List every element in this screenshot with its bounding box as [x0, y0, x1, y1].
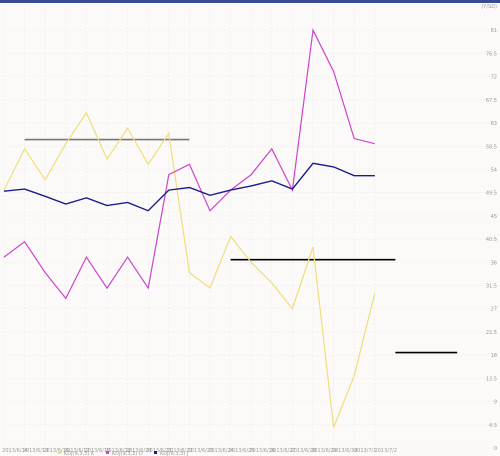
legend-label: KDJ(9,3,3) K: [64, 451, 95, 456]
legend-label: KDJ(9,3,3) D: [112, 451, 143, 456]
x-tick-label: 2013/6/28: [291, 448, 317, 454]
series-line: [3, 162, 375, 212]
y-tick-label: 76.5: [486, 51, 497, 57]
x-tick-label: 2013/6/26: [249, 448, 275, 454]
y-axis-unit-label: (Y/SD): [481, 4, 497, 10]
series-line: [3, 28, 375, 300]
series-line: [3, 111, 376, 428]
y-tick-label: 0: [494, 446, 497, 452]
grid-lines: [3, 7, 500, 449]
x-tick-label: 2013/6/24: [208, 448, 234, 454]
y-tick-label: 40.5: [486, 237, 497, 243]
series-lines: [3, 28, 376, 428]
x-tick-label: 2013/6/25: [229, 448, 255, 454]
y-tick-label: 13.5: [486, 376, 497, 382]
legend-label: KDJ(9,3,3) J: [160, 451, 188, 456]
y-tick-label: 67.5: [486, 98, 497, 104]
legend-swatch: [154, 451, 157, 454]
y-tick-label: 27: [491, 307, 497, 313]
legend: KDJ(9,3,3) K KDJ(9,3,3) D KDJ(9,3,3) J: [58, 451, 188, 456]
x-tick-label: 2013/6/17: [64, 448, 90, 454]
x-tick-label: 2013/6/23: [188, 448, 214, 454]
y-tick-label: 36: [491, 260, 497, 266]
x-tick-label: 2013/6/13: [23, 448, 49, 454]
y-tick-label: 49.5: [486, 191, 497, 197]
y-tick-label: 54: [491, 167, 497, 173]
y-tick-label: 58.5: [486, 144, 497, 150]
x-tick-label: 2013/6/20: [126, 448, 152, 454]
x-axis-tick-labels: 2013/6/142013/6/132013/6/162013/6/172013…: [2, 448, 397, 454]
x-tick-label: 2013/6/29: [311, 448, 337, 454]
plot-background: [0, 3, 500, 456]
x-tick-label: 2013/7/2: [375, 448, 397, 454]
reference-segments: [24, 138, 458, 354]
y-tick-label: 9: [494, 400, 497, 406]
legend-swatch: [58, 451, 61, 454]
y-tick-label: 81: [491, 28, 497, 34]
y-tick-label: 45: [491, 214, 497, 220]
x-tick-label: 2013/6/30: [332, 448, 358, 454]
x-tick-label: 2013/6/21: [146, 448, 172, 454]
x-tick-label: 2013/7/1: [354, 448, 376, 454]
y-tick-label: 72: [491, 75, 497, 81]
y-tick-label: 4.5: [489, 423, 497, 429]
x-tick-label: 2013/6/27: [270, 448, 296, 454]
x-tick-label: 2013/6/18: [85, 448, 111, 454]
y-tick-label: 63: [491, 121, 497, 127]
y-axis-tick-labels: 0 4.5 9 13.5 18 22.5 27 31.5 36 40.5 45 49.5 54 58.5 6…: [486, 28, 497, 452]
y-tick-label: 18: [491, 353, 497, 359]
legend-swatch: [106, 451, 109, 454]
x-tick-label: 2013/6/22: [167, 448, 193, 454]
y-tick-label: 31.5: [486, 284, 497, 290]
x-tick-label: 2013/6/19: [105, 448, 131, 454]
x-tick-label: 2013/6/14: [2, 448, 28, 454]
x-tick-label: 2013/6/16: [43, 448, 69, 454]
chart-top-bar: [0, 0, 500, 3]
y-tick-label: 22.5: [486, 330, 497, 336]
